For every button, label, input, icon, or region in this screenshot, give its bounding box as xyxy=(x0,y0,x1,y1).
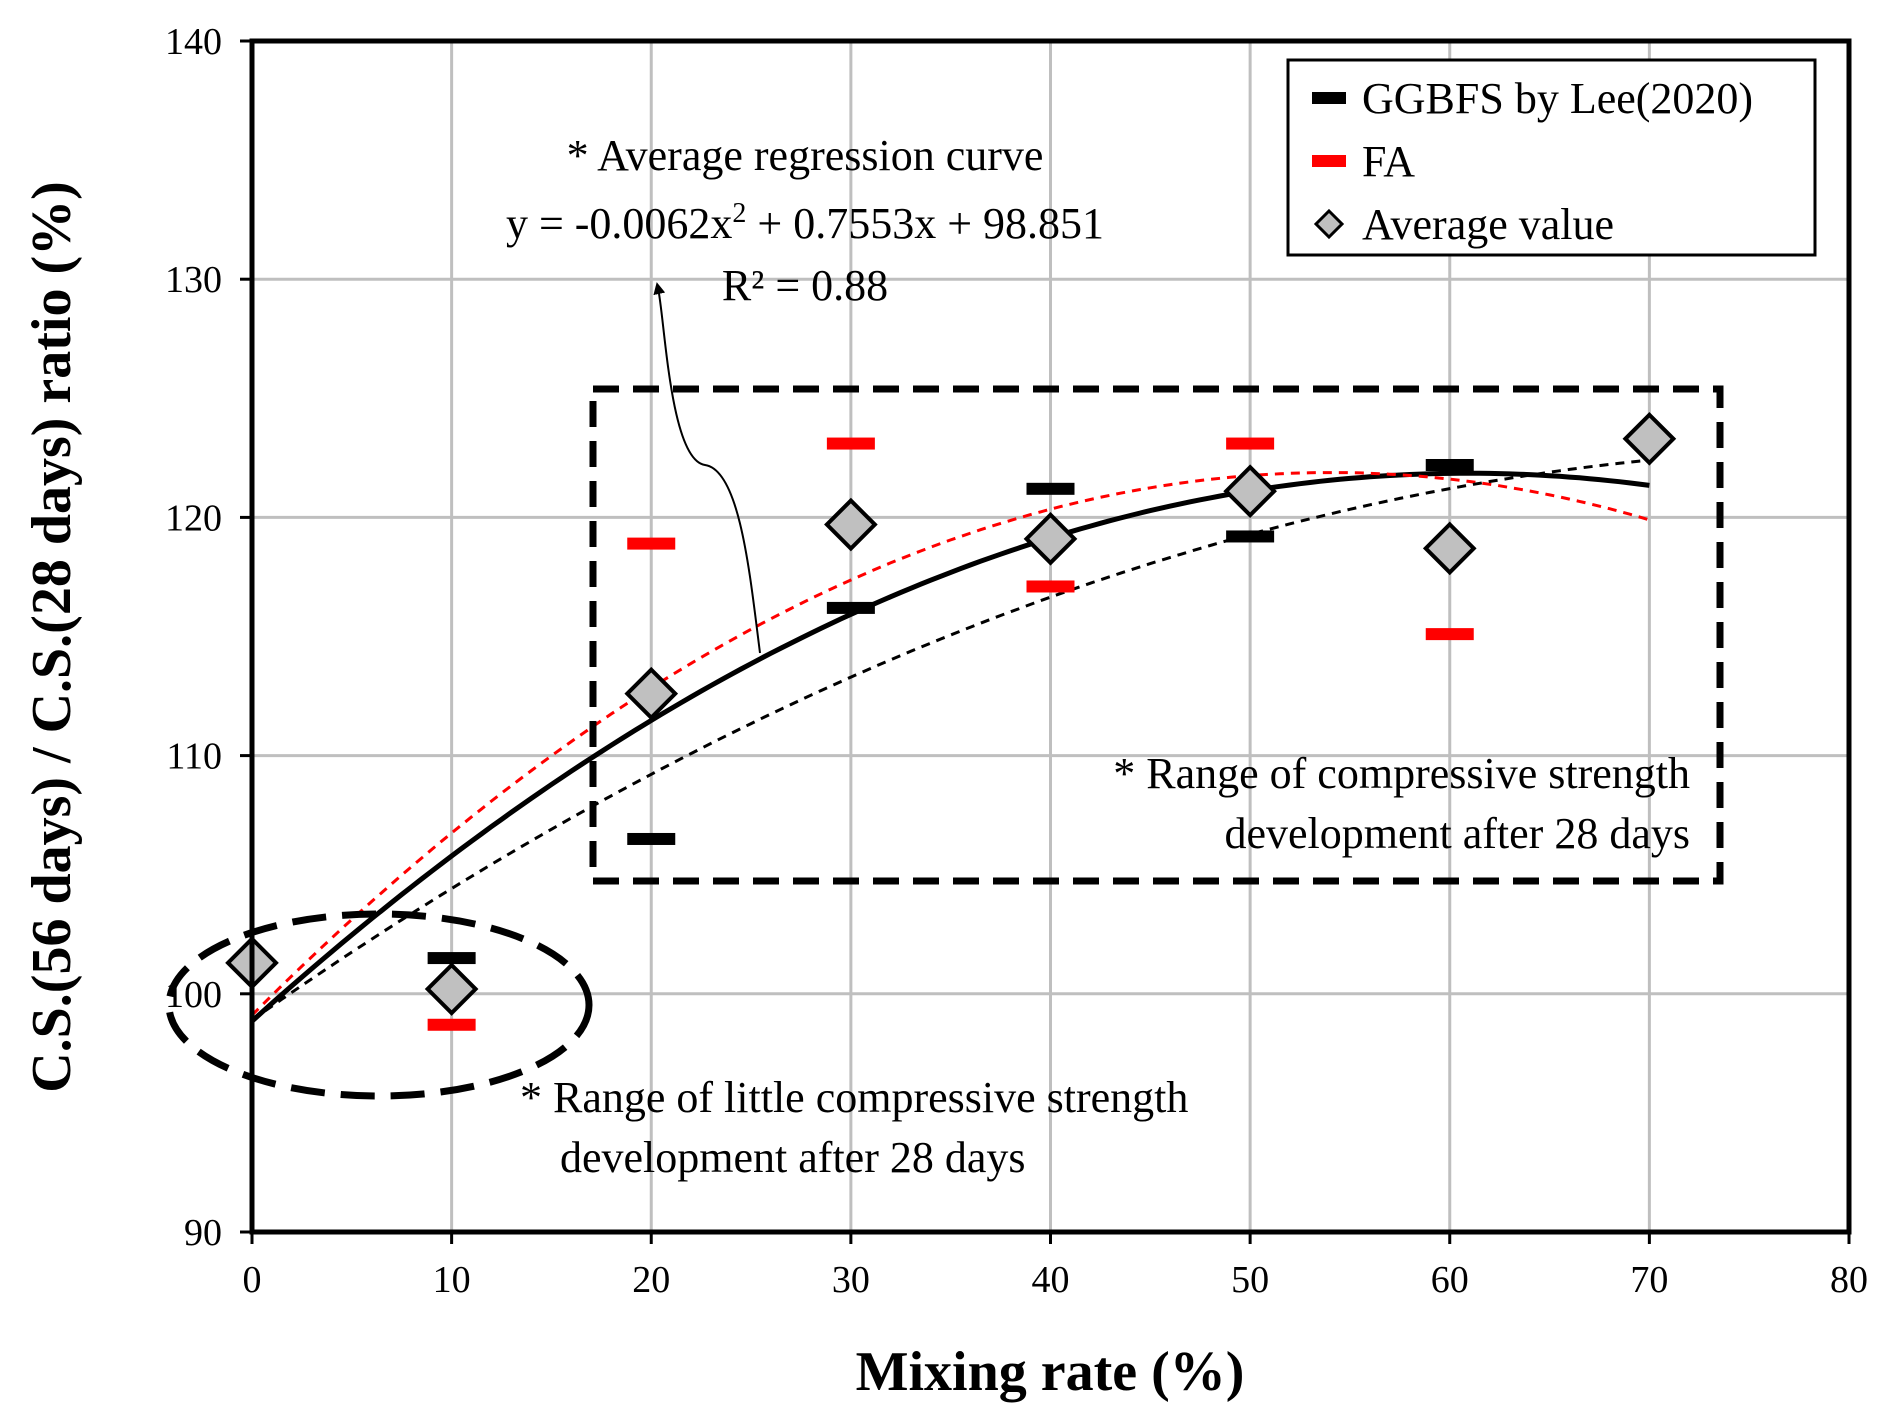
range-regions xyxy=(165,282,1724,1100)
fa-point xyxy=(1425,628,1474,641)
x-tick-label: 40 xyxy=(1032,1259,1070,1301)
legend-label: FA xyxy=(1362,137,1415,186)
fa-point xyxy=(826,437,875,450)
x-tick-label: 0 xyxy=(243,1259,262,1301)
y-tick-label: 90 xyxy=(184,1212,222,1254)
legend-marker xyxy=(1312,155,1346,167)
legend-label: GGBFS by Lee(2020) xyxy=(1362,74,1753,123)
average-value-point xyxy=(1622,411,1677,466)
x-tick-label: 20 xyxy=(632,1259,670,1301)
x-tick-label: 30 xyxy=(832,1259,870,1301)
ggbfs-point xyxy=(427,952,476,965)
fa-point xyxy=(627,537,676,550)
data-marks xyxy=(225,411,1677,1031)
axis-ticks: 0 10 20 30 40 50 60 70 80 90 100 110 120 130 140 xyxy=(165,21,1868,1301)
fa-point xyxy=(1226,437,1275,450)
average-value-point xyxy=(1422,521,1477,576)
y-tick-label: 100 xyxy=(165,974,222,1016)
fa-point xyxy=(427,1018,476,1031)
range-low-line-2: development after 28 days xyxy=(560,1133,1026,1182)
regression-curve xyxy=(250,470,1650,1024)
ggbfs-point xyxy=(826,601,875,614)
range-low-line-1: * Range of little compressive strength xyxy=(520,1073,1188,1122)
x-tick-label: 50 xyxy=(1231,1259,1269,1301)
ggbfs-point xyxy=(1425,458,1474,471)
average-value-point xyxy=(1223,464,1277,519)
legend: GGBFS by Lee(2020) FA Average value xyxy=(1286,58,1817,257)
equation-exponent: 2 xyxy=(732,198,746,229)
y-tick-label: 130 xyxy=(165,259,222,301)
legend-label: Average value xyxy=(1362,200,1614,249)
average-value-point xyxy=(824,497,878,552)
x-tick-label: 60 xyxy=(1431,1259,1469,1301)
legend-marker xyxy=(1313,208,1345,240)
ggbfs-point xyxy=(1226,530,1275,543)
fa-trend-curve xyxy=(250,471,1650,1017)
equation-tail: + 0.7553x + 98.851 xyxy=(746,199,1104,248)
y-axis-title: C.S.(56 days) / C.S.(28 days) ratio (%) xyxy=(21,181,83,1093)
regression-callout-arrow xyxy=(653,282,761,654)
little-strength-range-ellipse xyxy=(165,910,593,1100)
average-value-point xyxy=(624,666,679,721)
x-tick-label: 10 xyxy=(433,1259,471,1301)
legend-box xyxy=(1286,58,1817,257)
range-high-line-2: development after 28 days xyxy=(1224,809,1690,858)
y-tick-label: 110 xyxy=(166,736,222,778)
average-value-point xyxy=(424,962,479,1016)
x-tick-label: 80 xyxy=(1830,1259,1868,1301)
regression-equation: y = -0.0062x2 + 0.7553x + 98.851 xyxy=(506,198,1104,248)
trend-curves xyxy=(250,458,1650,1024)
fa-point xyxy=(1026,580,1075,593)
x-axis-title: Mixing rate (%) xyxy=(856,1341,1245,1403)
range-high-line-1: * Range of compressive strength xyxy=(1113,749,1690,798)
compressive-strength-range-box xyxy=(589,385,1724,885)
x-tick-label: 70 xyxy=(1630,1259,1668,1301)
regression-title: * Average regression curve xyxy=(567,131,1044,180)
y-tick-label: 140 xyxy=(165,21,222,63)
r-squared-label: R² = 0.88 xyxy=(722,261,888,310)
ggbfs-point xyxy=(627,832,676,845)
legend-marker xyxy=(1312,92,1346,104)
y-tick-label: 120 xyxy=(165,497,222,539)
ggbfs-trend-curve xyxy=(251,458,1650,1022)
equation-main: y = -0.0062x xyxy=(506,199,732,248)
ggbfs-point xyxy=(1026,482,1075,495)
average-value-point xyxy=(1023,512,1078,566)
